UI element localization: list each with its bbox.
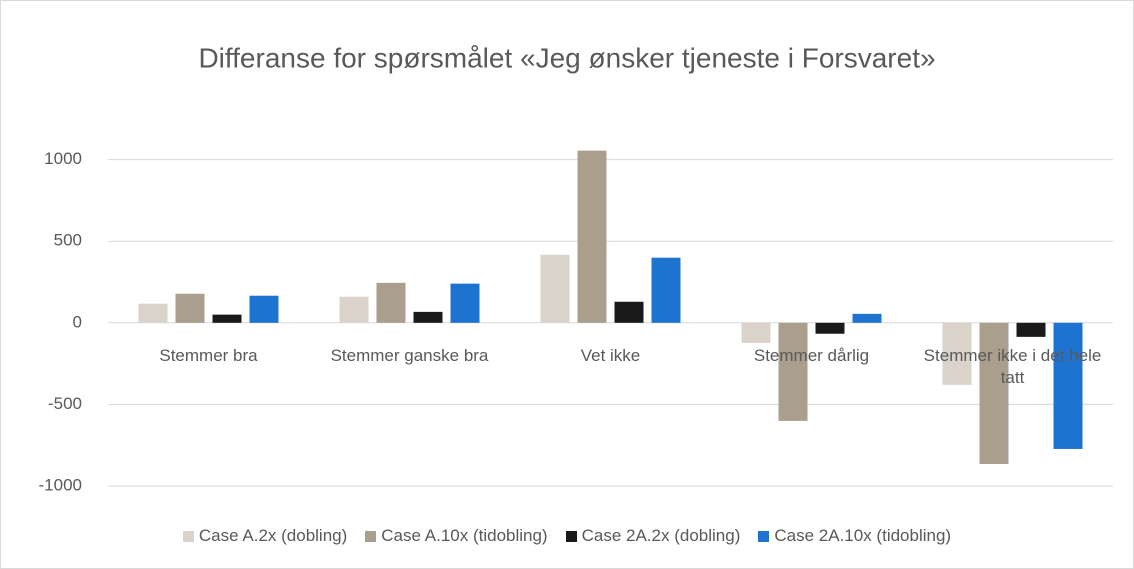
bar (741, 322, 771, 343)
y-tick-label: 500 (54, 231, 82, 250)
legend-item: Case 2A.10x (tidobling) (758, 526, 951, 546)
legend-item: Case A.2x (dobling) (182, 526, 348, 546)
bar (577, 150, 607, 323)
x-tick-label: Stemmer bra (159, 345, 258, 365)
legend-label: Case 2A.2x (dobling) (581, 526, 741, 545)
bar (852, 313, 882, 323)
legend-label: Case 2A.10x (tidobling) (774, 526, 952, 545)
legend-item: Case A.10x (tidobling) (365, 526, 548, 546)
y-tick-label: -500 (48, 394, 82, 413)
bar (212, 314, 242, 323)
bar (339, 296, 369, 323)
bar (942, 322, 972, 385)
x-tick-label: Stemmer ganske bra (330, 345, 489, 365)
bar (778, 322, 808, 421)
legend-swatch (182, 530, 194, 542)
x-tick-label: Stemmer ikke i det hele tatt (923, 345, 1102, 387)
bar (1053, 322, 1083, 449)
bar (376, 282, 406, 323)
bar (138, 303, 168, 323)
legend: Case A.2x (dobling) Case A.10x (tidobling… (0, 526, 1134, 546)
chart-title: Differanse for spørsmålet «Jeg ønsker tj… (198, 42, 935, 73)
bar (1016, 322, 1046, 337)
y-tick-label: 0 (73, 312, 82, 331)
legend-swatch (758, 530, 770, 542)
x-tick-label: Stemmer dårlig (753, 345, 870, 365)
x-tick-label: Vet ikke (580, 345, 641, 365)
bar (651, 257, 681, 323)
bar (540, 254, 570, 323)
legend-item: Case 2A.2x (dobling) (565, 526, 741, 546)
legend-swatch (365, 530, 377, 542)
y-tick-label: 1000 (44, 149, 82, 168)
legend-swatch (565, 530, 577, 542)
bar (175, 293, 205, 323)
bar (450, 283, 480, 323)
bar (614, 301, 644, 323)
bar (249, 295, 279, 323)
bar (815, 322, 845, 334)
legend-label: Case A.2x (dobling) (198, 526, 348, 545)
legend-label: Case A.10x (tidobling) (381, 526, 548, 545)
bar (413, 311, 443, 323)
y-tick-label: -1000 (39, 475, 82, 494)
bar (979, 322, 1009, 464)
